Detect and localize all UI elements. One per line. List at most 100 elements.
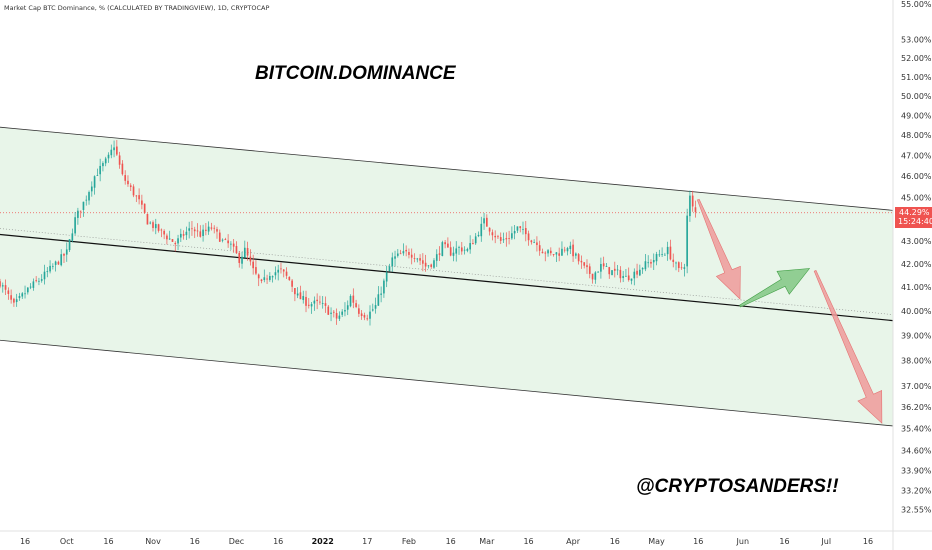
candle-body — [572, 244, 574, 257]
candle — [235, 241, 238, 254]
candle — [455, 241, 458, 262]
candle — [243, 240, 246, 258]
candle — [154, 218, 157, 235]
candle — [249, 249, 252, 266]
price-axis-tick: 46.00% — [901, 172, 932, 181]
candle-body — [10, 295, 12, 300]
candle — [536, 236, 538, 252]
candle — [277, 264, 280, 281]
candle — [24, 285, 26, 299]
price-axis-tick: 36.20% — [901, 403, 932, 412]
candle — [116, 140, 118, 156]
candle-body — [99, 165, 101, 175]
candle — [577, 252, 580, 265]
time-axis-tick: 16 — [446, 537, 456, 546]
candle-body — [146, 214, 149, 225]
candle-body — [338, 315, 341, 319]
candle-body — [396, 253, 399, 256]
price-axis-tick: 50.00% — [901, 92, 932, 101]
candle-body — [647, 262, 650, 264]
candle-body — [580, 260, 583, 263]
candle — [502, 232, 505, 244]
candle — [555, 252, 558, 262]
candle-body — [527, 233, 530, 241]
candle-body — [524, 228, 527, 235]
candle-body — [536, 242, 538, 246]
candle-body — [544, 252, 547, 254]
time-axis-tick: Nov — [145, 537, 161, 546]
candle-body — [486, 217, 488, 227]
candle-body — [346, 305, 349, 310]
candle — [110, 144, 113, 159]
candle-body — [541, 251, 544, 254]
candle — [43, 264, 46, 285]
price-axis-tick: 53.00% — [901, 36, 932, 45]
candle-body — [363, 315, 366, 318]
candle-body — [371, 309, 374, 311]
candle-body — [227, 240, 229, 244]
candle — [60, 249, 63, 267]
candle — [422, 253, 424, 272]
candle — [675, 261, 677, 271]
candle — [49, 260, 51, 274]
candle-body — [661, 254, 663, 255]
candle — [513, 225, 516, 240]
candle — [636, 263, 638, 279]
candle-body — [416, 258, 419, 260]
candle-body — [124, 175, 127, 181]
candle — [26, 287, 29, 295]
candle — [658, 249, 661, 257]
candle-body — [488, 227, 491, 232]
candle — [619, 266, 622, 283]
candle-body — [191, 228, 193, 230]
candle — [63, 252, 65, 264]
candle-body — [435, 254, 438, 261]
chart-title-annotation: BITCOIN.DOMINANCE — [255, 63, 457, 84]
candle-body — [177, 238, 179, 244]
candle — [135, 194, 138, 203]
candle — [680, 262, 683, 270]
candle-body — [116, 146, 118, 155]
time-axis[interactable]: 16 Oct 16 Nov 16 Dec 16 2022 17 Feb 16 Mar 16 Apr 16 Ma… — [20, 537, 873, 546]
candle-body — [174, 243, 177, 245]
candle-body — [447, 243, 449, 248]
candle — [174, 241, 177, 252]
price-box-background — [895, 207, 932, 228]
candle-body — [327, 306, 330, 315]
candle — [396, 249, 399, 258]
candle — [149, 221, 152, 225]
candle — [447, 237, 449, 248]
candle — [118, 151, 121, 169]
candle-body — [52, 265, 54, 267]
candle-body — [627, 275, 630, 280]
candle-body — [294, 288, 296, 295]
candle-body — [160, 229, 163, 231]
candle — [252, 254, 254, 275]
candle-body — [202, 229, 204, 237]
candle — [199, 225, 202, 238]
time-axis-tick: Jun — [736, 537, 750, 546]
candle-body — [469, 243, 471, 250]
candle — [639, 264, 641, 277]
candle-body — [196, 230, 199, 232]
candle — [505, 232, 508, 247]
price-axis[interactable]: 55.00% 53.00% 52.00% 51.00% 50.00% 49.00% 48.0… — [901, 0, 932, 515]
candle-body — [394, 256, 396, 259]
candle-body — [588, 266, 591, 274]
candle — [602, 256, 605, 270]
candle-body — [271, 276, 274, 278]
candle-body — [516, 226, 519, 231]
candle — [160, 228, 163, 238]
candle-body — [566, 248, 569, 252]
candle-body — [441, 242, 444, 257]
plot-area[interactable] — [0, 126, 893, 427]
candle-body — [561, 248, 563, 256]
candle-body — [263, 277, 266, 281]
candle-body — [77, 210, 79, 218]
candle — [405, 245, 407, 257]
time-axis-tick: Mar — [479, 537, 495, 546]
candle — [413, 253, 416, 263]
candle — [121, 160, 124, 176]
candle-body — [205, 229, 207, 231]
candle-body — [121, 163, 124, 175]
